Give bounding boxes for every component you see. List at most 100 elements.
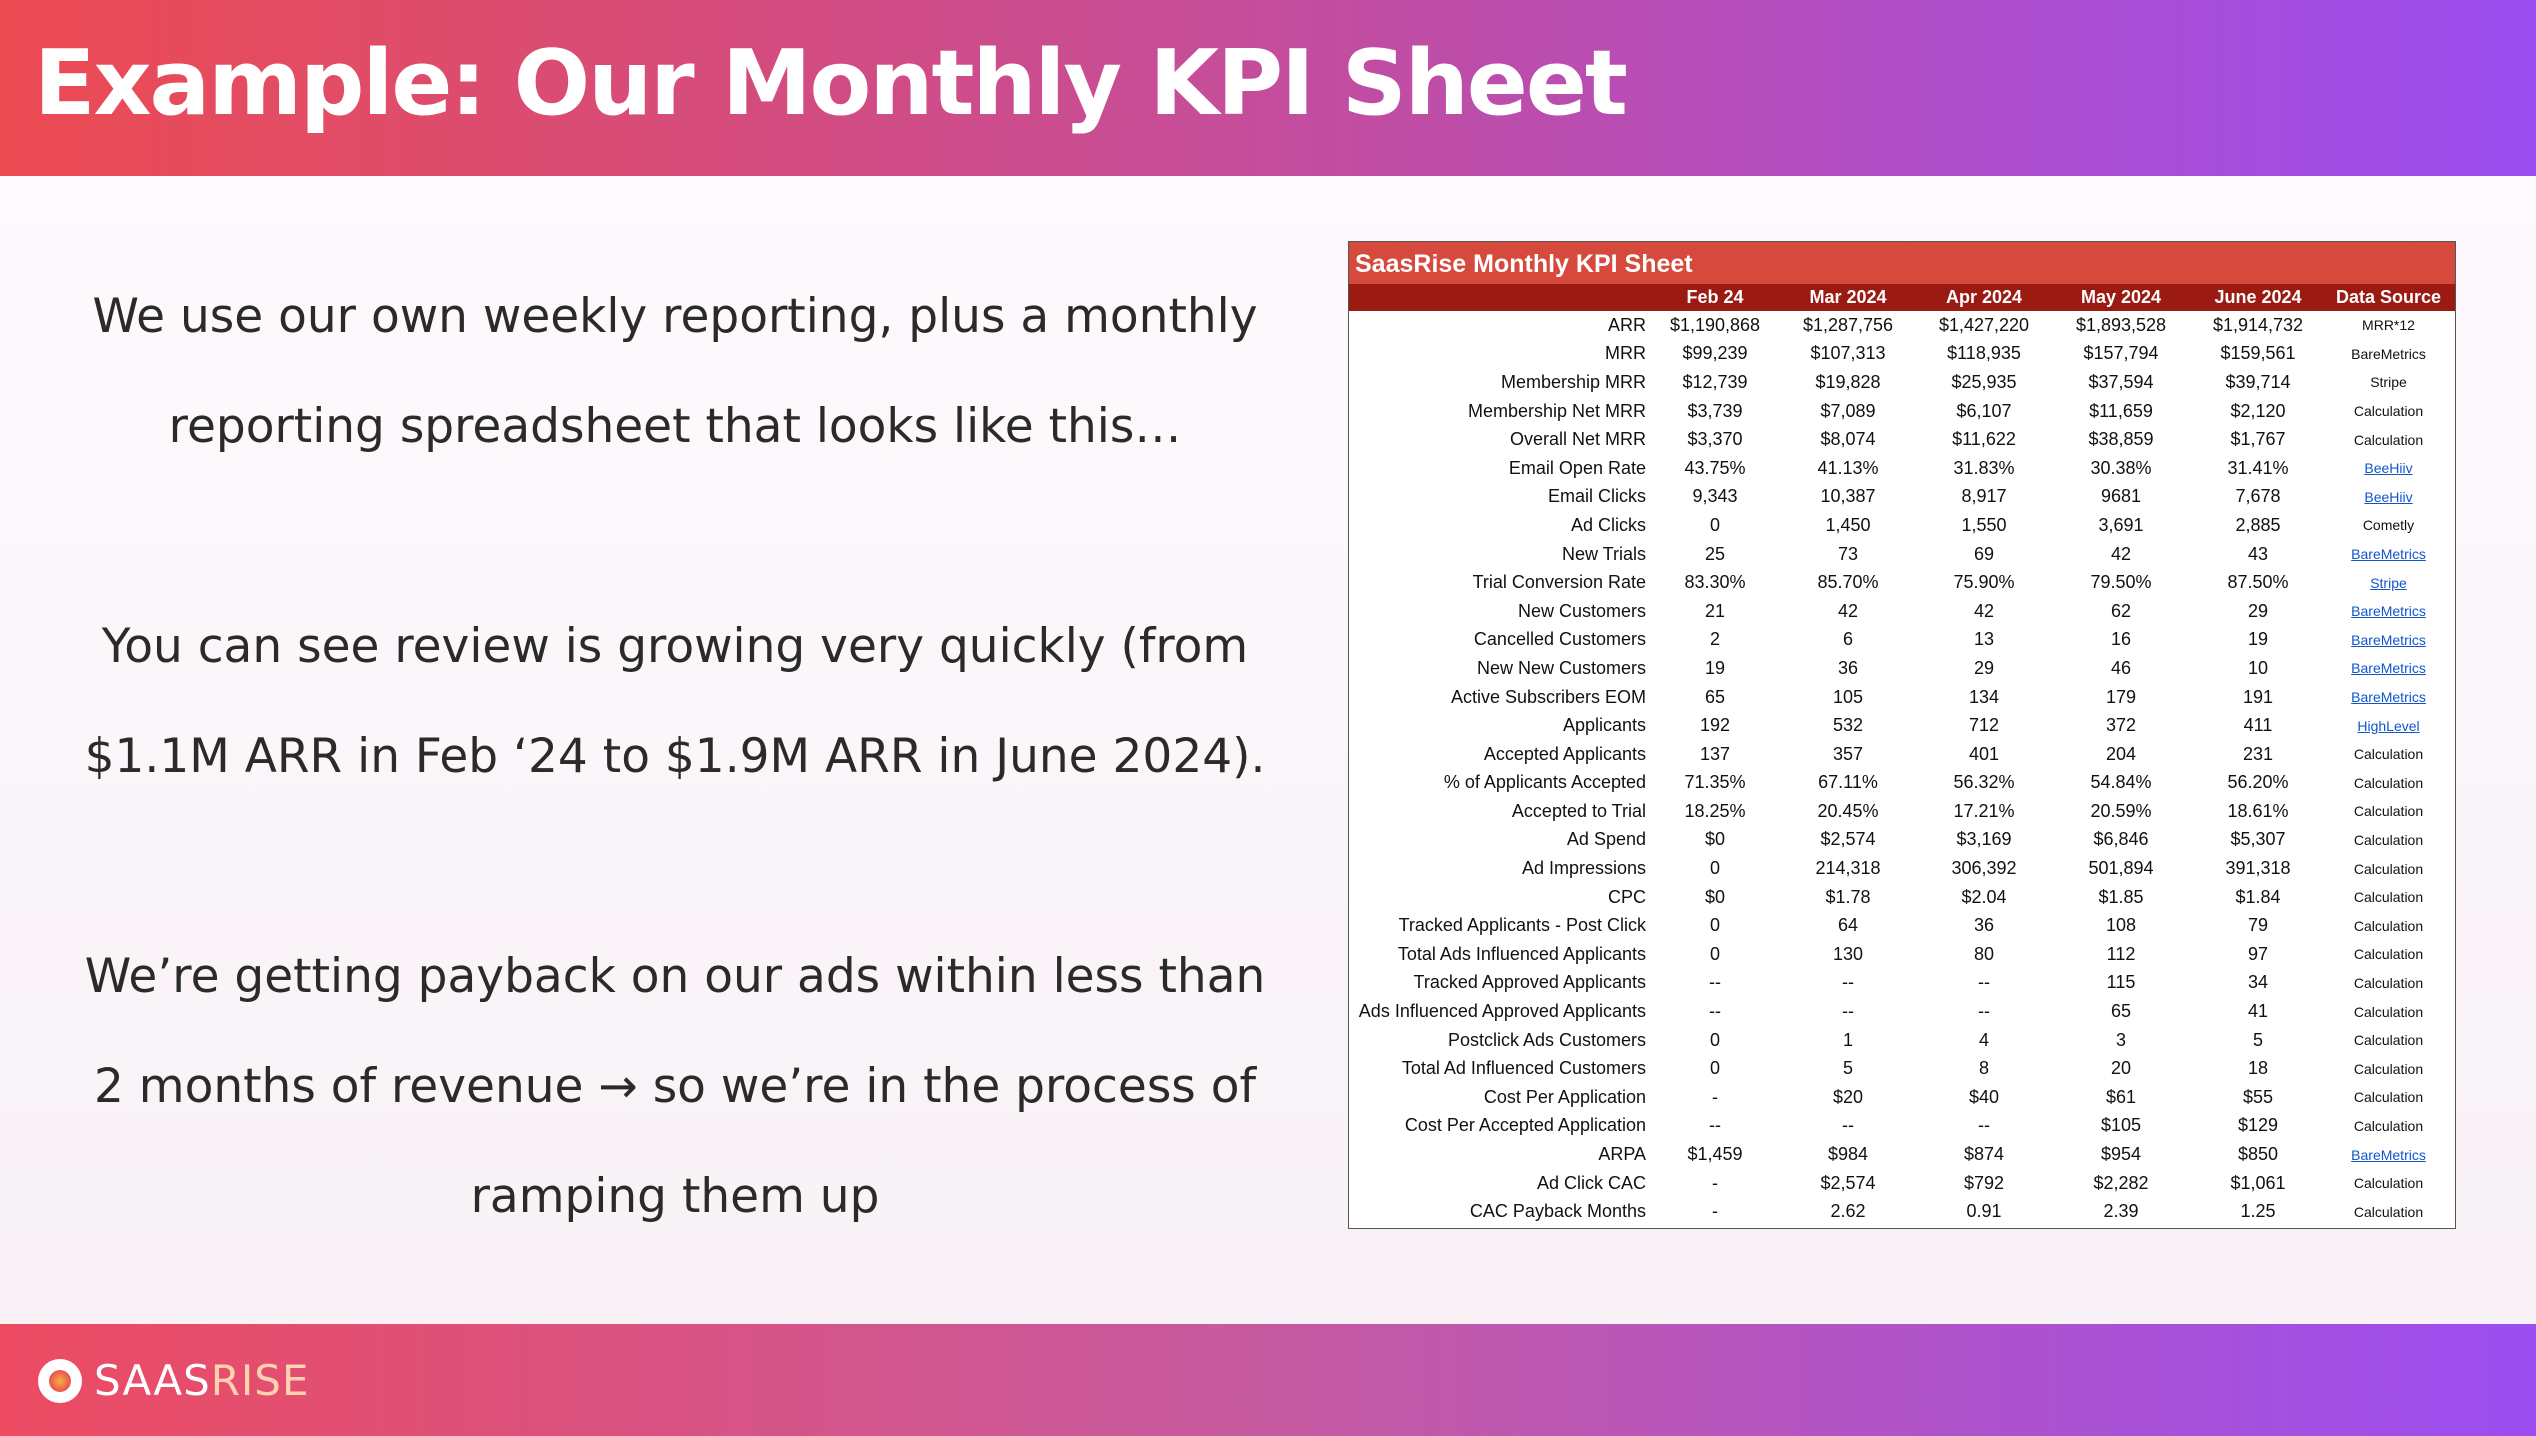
data-source-link[interactable]: BareMetrics (2351, 1146, 2426, 1163)
metric-value: 3,691 (2098, 514, 2144, 535)
metric-value: 20.45% (1817, 800, 1879, 821)
metric-value: $0 (1704, 886, 1726, 907)
metric-value: -- (1842, 972, 1854, 993)
metric-value: $118,935 (1947, 343, 2021, 364)
metric-value: 134 (1968, 686, 2000, 707)
metric-label: New New Customers (1476, 657, 1646, 678)
table-row: New New Customers 19 36 29 46 10 BareMetrics (1349, 654, 2455, 683)
data-source-link[interactable]: Stripe (2370, 574, 2407, 591)
metric-value: 0 (1709, 514, 1720, 535)
metric-label: % of Applicants Accepted (1443, 772, 1646, 793)
data-source-link[interactable]: BareMetrics (2351, 603, 2426, 620)
metric-label: Email Open Rate (1508, 457, 1646, 478)
column-header: Mar 2024 (1776, 284, 1920, 311)
metric-value: 73 (1837, 543, 1859, 564)
metric-value: 31.41% (2227, 457, 2289, 478)
metric-value: 20.59% (2090, 800, 2152, 821)
metric-value: 1.25 (2240, 1201, 2276, 1222)
metric-value: $1.78 (1825, 886, 1871, 907)
metric-value: 2 (1709, 629, 1720, 650)
metric-value: 97 (2247, 943, 2269, 964)
metric-value: $984 (1827, 1144, 1869, 1165)
data-source: Calculation (2353, 860, 2424, 877)
metric-value: $792 (1963, 1172, 2005, 1193)
table-row: Active Subscribers EOM 65 105 134 179 191 Bare… (1349, 683, 2455, 712)
table-row: Email Clicks 9,343 10,387 8,917 9681 7,678 Bee… (1349, 483, 2455, 512)
table-row: Ad Clicks 0 1,450 1,550 3,691 2,885 Cometly (1349, 511, 2455, 540)
data-source-link[interactable]: BareMetrics (2351, 546, 2426, 563)
data-source: MRR*12 (2362, 317, 2415, 334)
data-source-link[interactable]: BeeHiiv (2364, 488, 2413, 505)
data-source-link[interactable]: BeeHiiv (2364, 460, 2413, 477)
table-row: Email Open Rate 43.75% 41.13% 31.83% 30.38% 3… (1349, 454, 2455, 483)
metric-value: $1,061 (2230, 1172, 2286, 1193)
metric-label: Trial Conversion Rate (1472, 572, 1646, 593)
table-row: Membership MRR $12,739 $19,828 $25,935 $37,5… (1349, 368, 2455, 397)
metric-label: CPC (1607, 886, 1646, 907)
metric-value: 30.38% (2090, 457, 2152, 478)
data-source: Calculation (2353, 1175, 2424, 1192)
data-source: BareMetrics (2351, 345, 2426, 362)
data-source: Calculation (2353, 831, 2424, 848)
data-source: Cometly (2362, 517, 2415, 534)
metric-value: 2.39 (2103, 1201, 2139, 1222)
table-row: Ad Click CAC - $2,574 $792 $2,282 $1,061 Calcu… (1349, 1169, 2455, 1198)
metric-value: $0 (1704, 829, 1726, 850)
metric-value: 6 (1842, 629, 1853, 650)
data-source-link[interactable]: HighLevel (2357, 717, 2420, 734)
metric-label: Ad Clicks (1570, 514, 1646, 535)
metric-value: 8,917 (1961, 486, 2007, 507)
metric-value: $2,574 (1820, 829, 1876, 850)
table-row: CPC $0 $1.78 $2.04 $1.85 $1.84 Calculation (1349, 883, 2455, 912)
metric-value: 19 (1704, 657, 1726, 678)
metric-value: $39,714 (2225, 371, 2291, 392)
metric-value: $19,828 (1815, 371, 1881, 392)
metric-value: $107,313 (1810, 343, 1886, 364)
metric-value: $99,239 (1682, 343, 1748, 364)
metric-value: $20 (1832, 1086, 1864, 1107)
metric-value: 8 (1978, 1058, 1989, 1079)
metric-value: 9,343 (1692, 486, 1738, 507)
metric-value: 10,387 (1820, 486, 1876, 507)
metric-value: $38,859 (2088, 429, 2154, 450)
metric-value: 231 (2242, 743, 2274, 764)
metric-value: 214,318 (1815, 858, 1881, 879)
metric-value: 13 (1973, 629, 1995, 650)
metric-value: 411 (2243, 715, 2273, 736)
metric-value: 34 (2247, 972, 2269, 993)
table-row: Cancelled Customers 2 6 13 16 19 BareMetrics (1349, 626, 2455, 655)
metric-label: Cost Per Application (1483, 1086, 1646, 1107)
metric-label: Membership Net MRR (1467, 400, 1646, 421)
metric-value: $1,893,528 (2075, 314, 2167, 335)
metric-value: 16 (2110, 629, 2132, 650)
metric-value: $5,307 (2230, 829, 2286, 850)
metric-value: 19 (2247, 629, 2269, 650)
data-source-link[interactable]: BareMetrics (2351, 660, 2426, 677)
metric-value: $2,282 (2093, 1172, 2149, 1193)
paragraph-payback: We’re getting payback on our ads within … (84, 949, 1266, 1224)
metric-label: Tracked Applicants - Post Click (1398, 915, 1646, 936)
data-source-link[interactable]: BareMetrics (2351, 631, 2426, 648)
metric-value: 357 (1832, 743, 1864, 764)
metric-value: -- (1709, 1001, 1721, 1022)
metric-value: 83.30% (1684, 572, 1746, 593)
data-source: Calculation (2353, 1203, 2424, 1220)
metric-value: 21 (1704, 600, 1726, 621)
data-source: Calculation (2353, 746, 2424, 763)
metric-value: $105 (2100, 1115, 2142, 1136)
data-source-link[interactable]: BareMetrics (2351, 689, 2426, 706)
metric-value: 36 (1973, 915, 1995, 936)
saasrise-logo: SAASRISE (38, 1358, 310, 1404)
metric-value: 9681 (2100, 486, 2142, 507)
logo-text: SAASRISE (94, 1356, 310, 1405)
metric-label: Total Ads Influenced Applicants (1397, 943, 1646, 964)
data-source: Calculation (2353, 889, 2424, 906)
metric-label: Overall Net MRR (1509, 429, 1646, 450)
column-header: Apr 2024 (1920, 284, 2048, 311)
metric-value: 56.32% (1953, 772, 2015, 793)
metric-value: -- (1978, 1001, 1990, 1022)
metric-label: Active Subscribers EOM (1450, 686, 1646, 707)
metric-value: 41 (2247, 1001, 2269, 1022)
metric-value: $55 (2242, 1086, 2274, 1107)
metric-value: $1,287,756 (1802, 314, 1894, 335)
